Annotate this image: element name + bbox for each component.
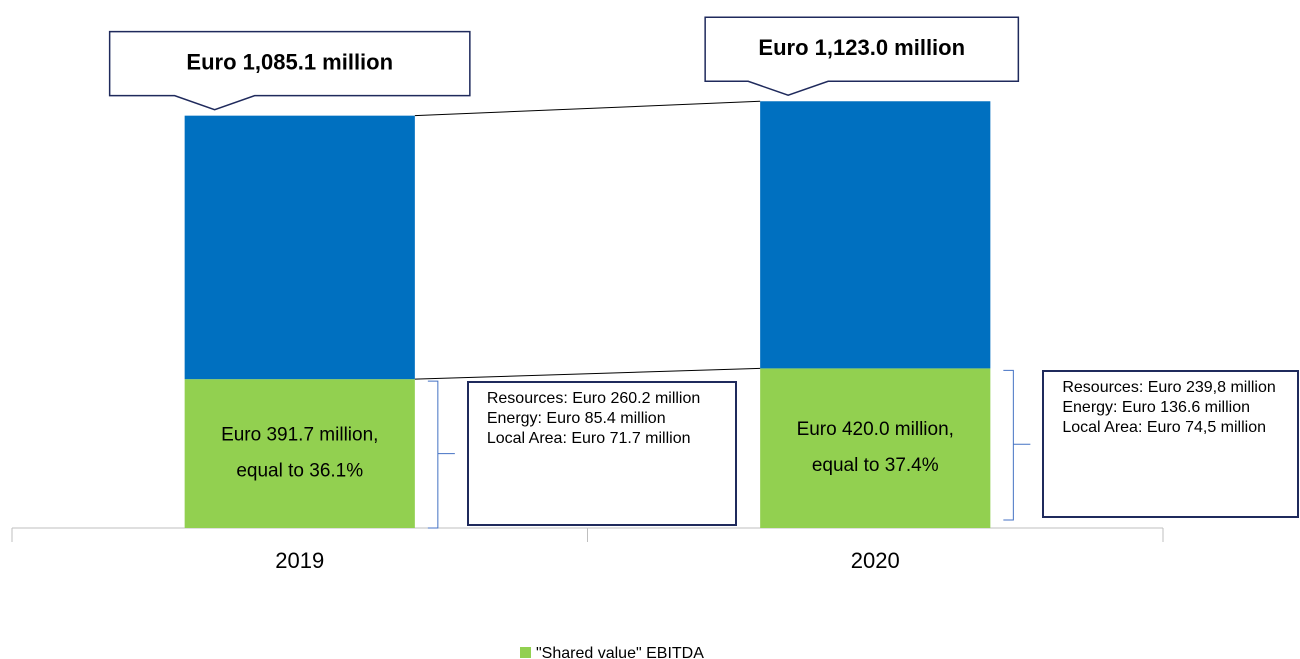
callout-box [704,16,1020,97]
bracket [427,380,455,529]
breakdown-line: Resources: Euro 239,8 million [1062,379,1276,397]
breakdown-box: Resources: Euro 239,8 million Energy: Eur… [1042,370,1300,518]
x-tick-label: 2020 [851,548,900,573]
breakdown-line: Resources: Euro 260.2 million [486,390,701,408]
connector [414,100,761,117]
breakdown-line: Local Area: Euro 71.7 million [486,430,691,448]
value-label: equal to 37.4% [812,455,939,476]
bar-segment [760,368,991,528]
bar-segment [184,379,415,528]
breakdown-line: Energy: Euro 85.4 million [486,410,666,428]
breakdown-line: Local Area: Euro 74,5 million [1062,419,1267,437]
value-label: Euro 391.7 million, [221,425,378,446]
callout-box [108,30,471,111]
bracket [1003,369,1031,521]
legend-label: "Shared value" EBITDA [536,645,704,659]
x-tick-label: 2019 [275,548,324,573]
total-label: Euro 1,085.1 million [186,49,393,74]
breakdown-line: Energy: Euro 136.6 million [1062,399,1250,417]
value-label: equal to 36.1% [236,461,363,482]
total-label: Euro 1,123.0 million [758,35,965,60]
legend-swatch [520,647,531,658]
value-label: Euro 420.0 million, [797,419,954,440]
connector [414,367,761,380]
bar-segment [184,115,415,380]
breakdown-box: Resources: Euro 260.2 million Energy: Eur… [466,381,737,526]
bar-segment [760,101,991,369]
